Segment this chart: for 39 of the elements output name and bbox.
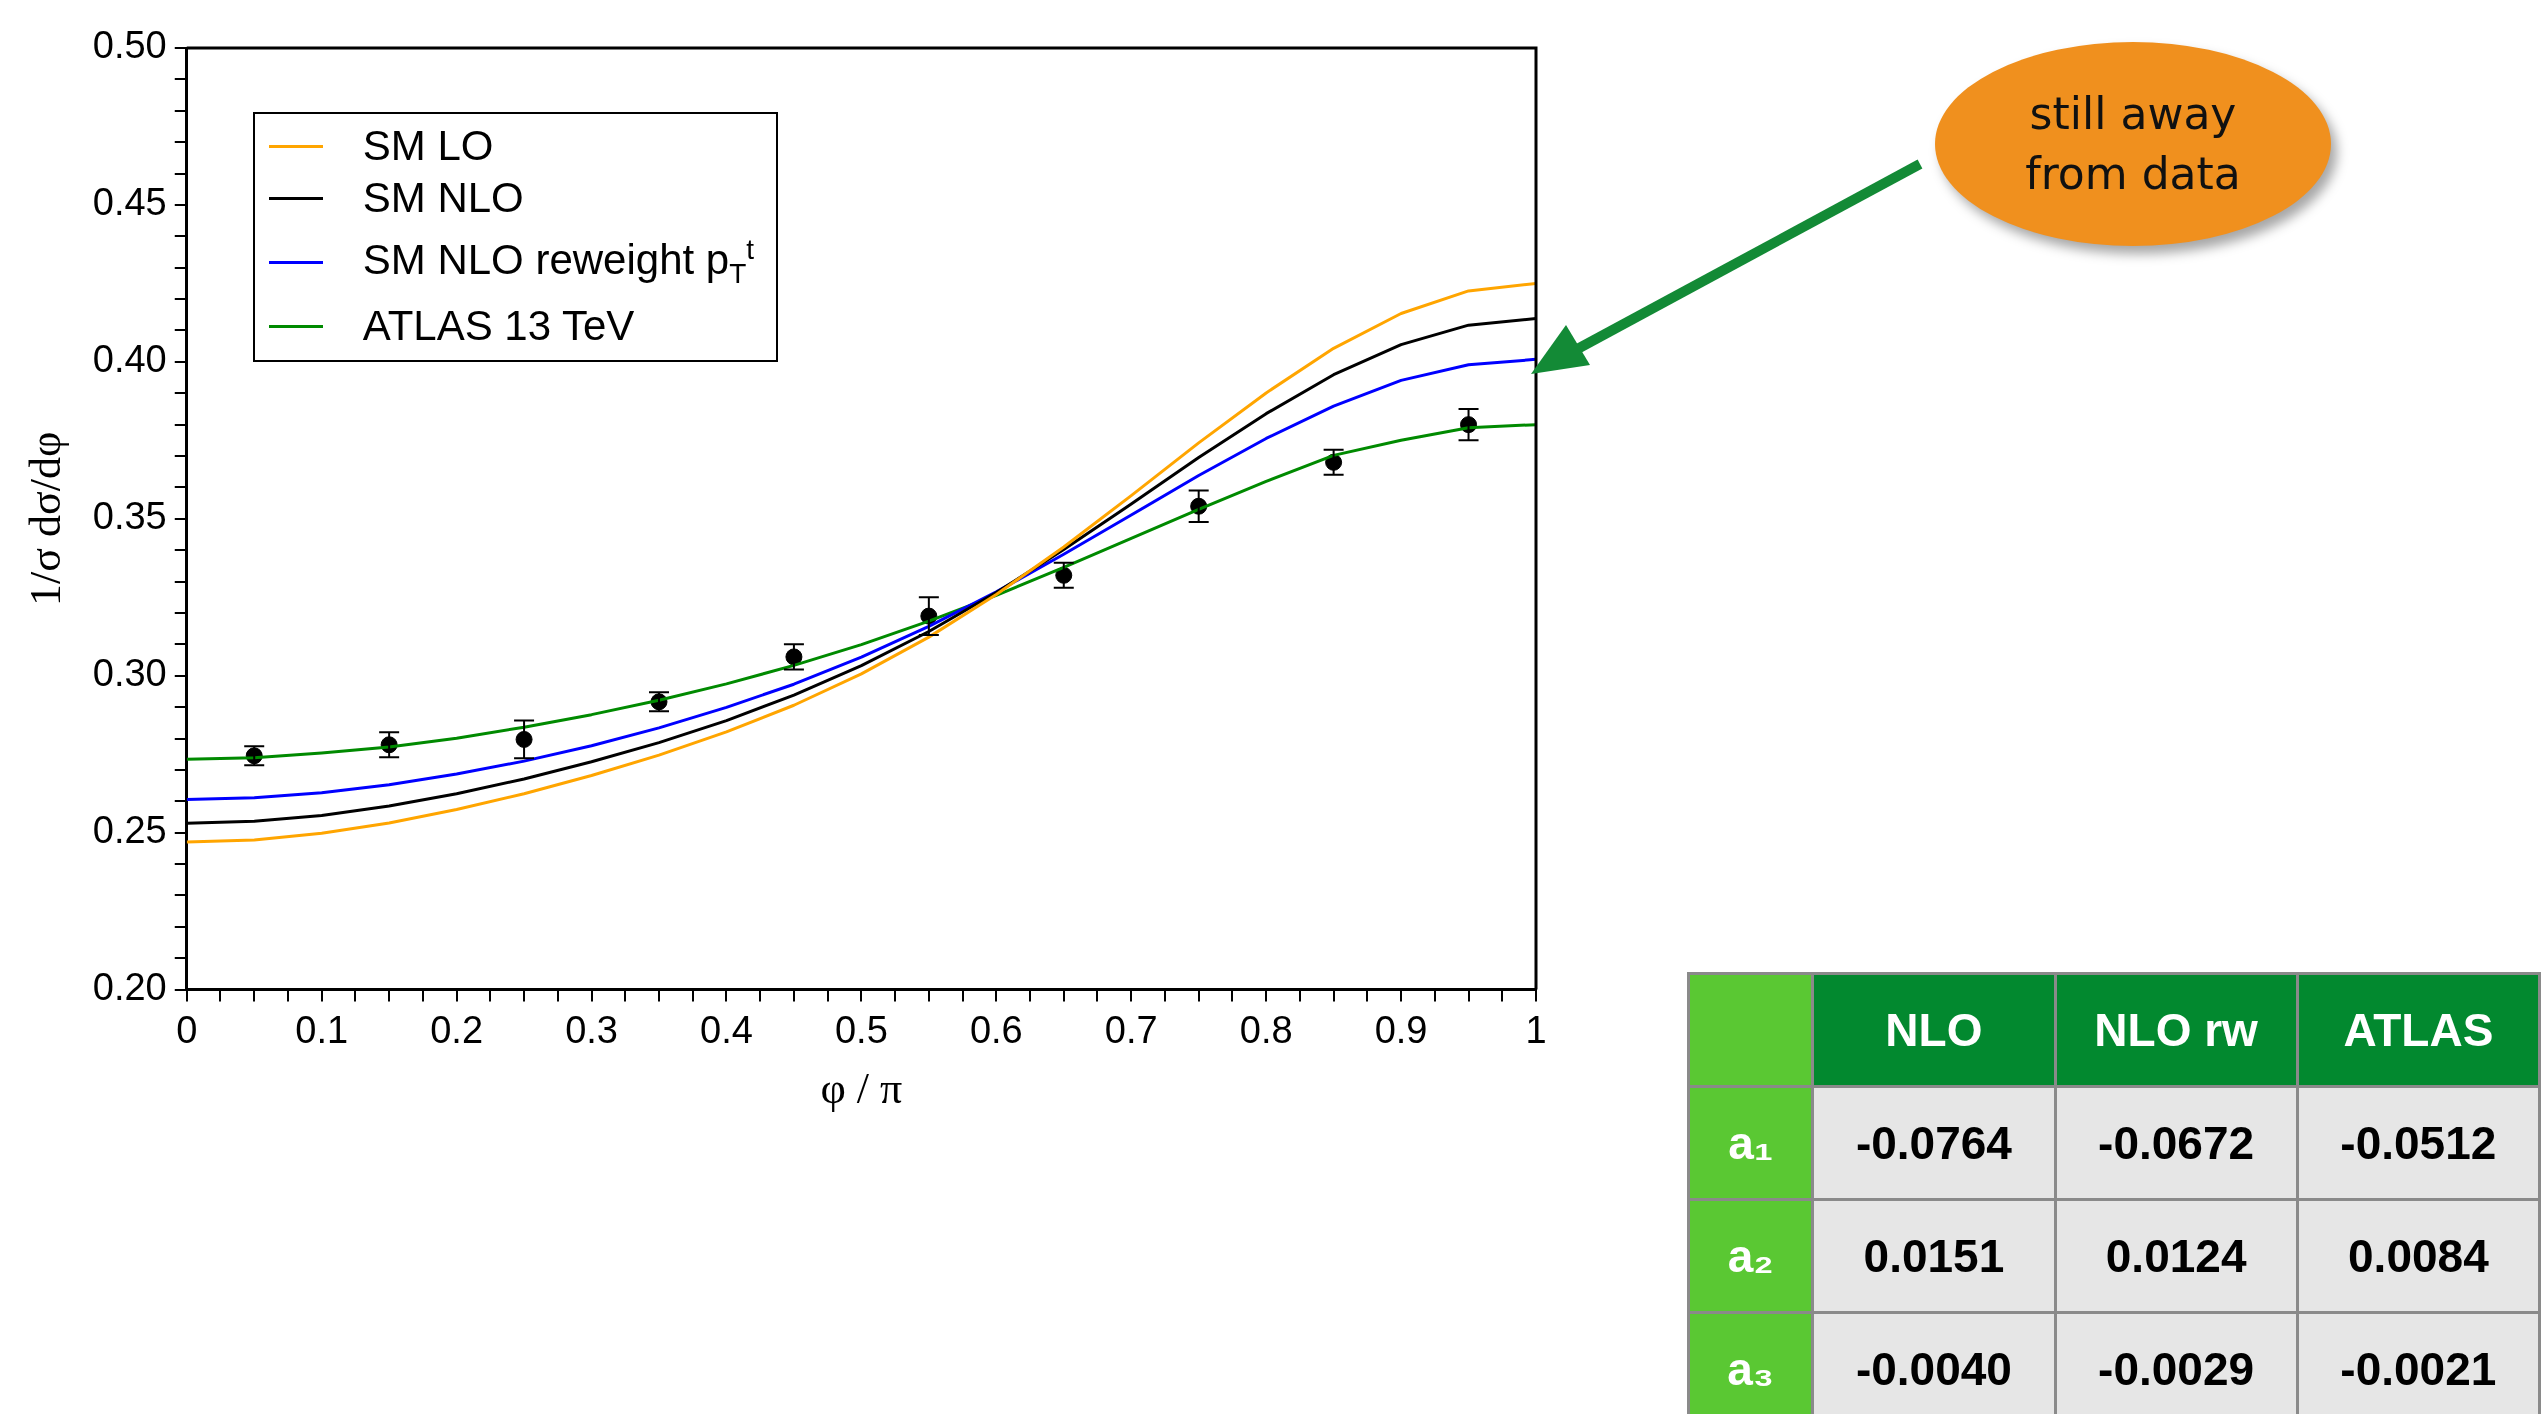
text: -0.0021 — [2297, 1312, 2540, 1414]
y-tick-label: 0.50 — [92, 24, 167, 67]
text: -0.0512 — [2297, 1086, 2540, 1200]
text: NLO rw — [2055, 973, 2298, 1087]
text: 0.0151 — [1812, 1199, 2056, 1313]
speech-bubble: still away from data — [1935, 42, 2331, 246]
legend-label: ATLAS 13 TeV — [362, 301, 635, 352]
text: a₁ — [1688, 1086, 1813, 1200]
x-tick-label: 1 — [1525, 1008, 1547, 1051]
y-tick-label: 0.25 — [92, 809, 167, 852]
x-tick-label: 0.3 — [565, 1008, 618, 1051]
y-tick-label: 0.45 — [92, 181, 167, 224]
y-tick-label: 0.40 — [92, 338, 167, 381]
text: a₃ — [1688, 1312, 1813, 1414]
x-tick-label: 0.4 — [700, 1008, 753, 1051]
text: 0.0124 — [2055, 1199, 2298, 1313]
x-axis-title: φ / π — [820, 1064, 903, 1114]
text: NLO — [1812, 973, 2056, 1087]
text: -0.0029 — [2055, 1312, 2298, 1414]
legend-label: SM NLO — [362, 173, 524, 223]
x-tick-label: 0.2 — [430, 1008, 484, 1051]
text: a₂ — [1688, 1199, 1813, 1313]
y-tick-label: 0.20 — [92, 966, 167, 1009]
text: 0.0084 — [2297, 1199, 2540, 1313]
text: -0.0764 — [1812, 1086, 2056, 1200]
text: -0.0040 — [1812, 1312, 2056, 1414]
x-tick-label: 0 — [176, 1008, 198, 1051]
x-tick-label: 0.1 — [295, 1008, 349, 1051]
x-tick-label: 0.5 — [834, 1008, 888, 1051]
y-tick-label: 0.30 — [92, 652, 167, 695]
x-tick-label: 0.9 — [1374, 1008, 1428, 1051]
legend-label: SM LO — [362, 121, 494, 171]
x-tick-label: 0.7 — [1104, 1008, 1158, 1051]
y-tick-label: 0.35 — [92, 495, 167, 538]
x-tick-label: 0.8 — [1239, 1008, 1293, 1051]
y-axis-title: 1/σ dσ/dφ — [20, 431, 70, 606]
text: -0.0672 — [2055, 1086, 2298, 1200]
text: ATLAS — [2297, 973, 2540, 1087]
x-tick-label: 0.6 — [969, 1008, 1023, 1051]
